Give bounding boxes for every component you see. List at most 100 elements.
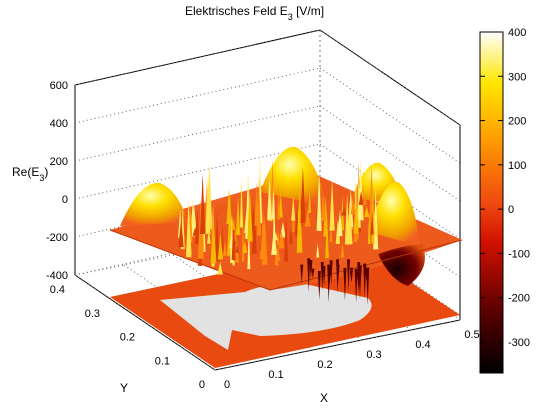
surface-spike — [291, 196, 296, 221]
surface-spike — [329, 179, 335, 231]
surface-spike — [272, 194, 276, 245]
surface-spike — [316, 168, 322, 231]
surface-spike — [320, 191, 326, 221]
surface-spike — [229, 236, 233, 249]
surface-spike — [207, 228, 211, 244]
surface-spike-negative — [317, 271, 321, 301]
surface-spike — [235, 194, 241, 236]
surface-spike — [364, 205, 370, 218]
surface-spike — [210, 218, 217, 263]
surface-spike-negative — [300, 264, 304, 284]
noise-spikes — [178, 154, 379, 306]
surface-spike — [323, 195, 328, 237]
z-tick-label: 0 — [62, 194, 68, 206]
surface-spike — [350, 194, 356, 215]
surface-spike — [278, 231, 285, 249]
surface-spike — [187, 219, 192, 256]
surface-spike — [259, 240, 265, 260]
z-tick-label: -400 — [46, 270, 68, 282]
x-tick-label: 0.4 — [415, 339, 430, 351]
y-axis-label: Y — [120, 381, 128, 395]
surface-spike — [178, 219, 184, 248]
surface-spike — [300, 166, 306, 223]
surface-spike — [329, 225, 333, 243]
surface-spike-negative — [336, 264, 340, 284]
peak-left — [120, 182, 188, 226]
x-axis-label: X — [320, 391, 328, 405]
chart-title: Elektrisches Feld E3 [V/m] — [185, 4, 324, 22]
z-gridline — [319, 29, 461, 126]
surface-spike-negative — [322, 266, 326, 287]
surface-spike — [304, 208, 311, 227]
colorbar-tick-label: 300 — [508, 71, 526, 83]
colorbar-tick-labels: 400 300 200 100 0 -100 -200 -300 — [480, 27, 530, 349]
surface-spike — [337, 209, 343, 237]
surface-spike-negative — [327, 264, 331, 303]
surface-spike — [251, 209, 257, 254]
x-tick-labels: 0 0.1 0.2 0.3 0.4 0.5 — [224, 329, 480, 391]
surface-spike — [205, 175, 211, 234]
surface-spike — [275, 246, 281, 261]
surface-front-edge — [109, 229, 463, 291]
surface-spike — [367, 210, 371, 245]
colorbar-tick-label: 200 — [508, 116, 526, 128]
surface-spike — [340, 242, 345, 258]
surface-spike — [223, 240, 227, 257]
z-gridline — [319, 67, 461, 164]
surface-spike-negative — [365, 268, 369, 282]
surface-spike — [235, 244, 239, 253]
surface-spike-negative — [329, 260, 333, 286]
surface-spike — [242, 240, 248, 253]
surface-spike — [239, 176, 243, 228]
colorbar: 400 300 200 100 0 -100 -200 -300 — [479, 27, 530, 374]
surface-spike — [247, 192, 253, 242]
y-tick-labels: 0 0.1 0.2 0.3 0.4 — [50, 284, 205, 391]
colorbar-tick-label: 400 — [508, 27, 526, 39]
x-tick-label: 0 — [224, 379, 230, 391]
x-tick-label: 0.3 — [366, 349, 381, 361]
surface-spike — [221, 224, 224, 252]
surface-spike — [316, 243, 320, 258]
surface-spike — [353, 193, 359, 234]
surface-spike-negative — [354, 268, 358, 303]
surface-spike — [217, 261, 223, 275]
surface-spike — [192, 226, 198, 236]
z-tick-label: -200 — [46, 232, 68, 244]
surface-spike — [267, 176, 273, 220]
z-tick-label: 200 — [50, 156, 68, 168]
surface-spike — [278, 189, 283, 218]
surface-spike — [231, 214, 235, 230]
y-tick-label: 0.3 — [85, 308, 100, 320]
z-tick-label: 400 — [50, 118, 68, 130]
colorbar-tick-label: 100 — [508, 160, 526, 172]
surface-spike — [254, 181, 260, 226]
surface-spike — [363, 195, 367, 205]
x-tick-label: 0.2 — [317, 359, 332, 371]
surface-spike — [358, 190, 364, 205]
surface-spike — [289, 227, 293, 244]
x-tick-label: 0.1 — [268, 369, 283, 381]
z-gridline — [319, 105, 461, 202]
surface-spike — [231, 212, 236, 260]
surface-spike-negative — [343, 267, 347, 302]
surface-spike-negative — [307, 258, 311, 292]
domain-hole — [160, 283, 372, 350]
field-surface — [109, 146, 463, 306]
z-tick-labels: -400 -200 0 200 400 600 — [46, 80, 68, 282]
y-tick-label: 0.1 — [155, 355, 170, 367]
y-tick-label: 0.4 — [50, 284, 65, 296]
surface-spike — [344, 193, 350, 245]
surface-spike — [276, 230, 280, 246]
x-tick-label: 0.5 — [464, 329, 479, 341]
surface-spike — [370, 211, 374, 235]
surface-spike-negative — [349, 271, 353, 283]
y-tick-label: 0.2 — [120, 332, 135, 344]
surface-spike — [277, 182, 281, 220]
surface-spike — [214, 210, 220, 262]
surface-spike — [341, 207, 347, 216]
surface-spike — [226, 188, 232, 225]
y-gridline — [214, 319, 461, 371]
y-tick-label: 0 — [199, 379, 205, 391]
